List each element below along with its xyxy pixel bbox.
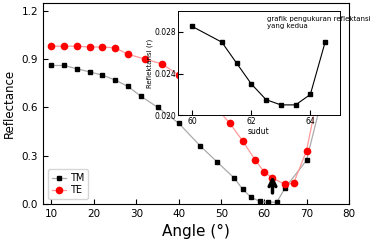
Y-axis label: Reflectance: Reflectance (3, 69, 16, 138)
TM (138, 95, 143, 98)
TM (75, 67, 79, 70)
Line: TE: TE (48, 43, 331, 188)
TM (155, 106, 160, 109)
TE (100, 45, 105, 48)
TM (87, 70, 92, 73)
TM (113, 78, 117, 81)
TE (211, 103, 215, 106)
TM (232, 177, 236, 180)
Legend: TM, TE: TM, TE (48, 169, 88, 199)
TE (283, 183, 288, 186)
TE (291, 182, 296, 184)
Line: TM: TM (49, 63, 330, 205)
TE (75, 45, 79, 48)
TE (113, 46, 117, 49)
TM (266, 201, 271, 204)
X-axis label: Angle (°): Angle (°) (162, 224, 230, 239)
TE (177, 74, 181, 77)
TE (159, 62, 164, 65)
TM (325, 74, 330, 77)
TM (49, 64, 54, 67)
TE (87, 45, 92, 48)
TM (283, 186, 288, 189)
TM (198, 144, 202, 147)
TE (241, 140, 245, 143)
TE (62, 45, 66, 48)
TM (215, 160, 219, 163)
TM (274, 201, 279, 204)
TE (126, 53, 130, 56)
TM (249, 196, 253, 199)
TE (262, 170, 266, 173)
TE (143, 58, 147, 60)
TM (126, 85, 130, 88)
TE (270, 177, 275, 180)
TM (100, 74, 105, 77)
TM (257, 200, 262, 203)
TM (304, 159, 309, 162)
TE (49, 45, 54, 48)
TE (304, 149, 309, 152)
TE (325, 45, 330, 48)
TE (228, 122, 232, 125)
TE (194, 87, 198, 90)
TE (253, 159, 258, 162)
TM (62, 64, 66, 67)
TM (241, 188, 245, 191)
TM (177, 122, 181, 125)
